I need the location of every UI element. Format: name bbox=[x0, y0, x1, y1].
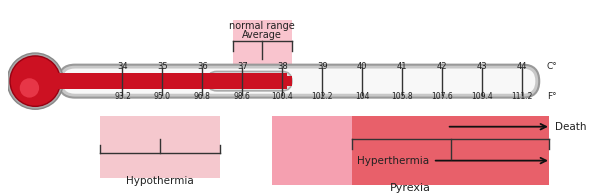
Circle shape bbox=[10, 56, 61, 106]
Text: 43: 43 bbox=[476, 62, 487, 71]
Text: Hyperthermia: Hyperthermia bbox=[357, 156, 430, 166]
Text: C°: C° bbox=[547, 62, 558, 71]
Bar bbox=[40, 73, 287, 89]
FancyBboxPatch shape bbox=[58, 65, 539, 98]
Text: 109.4: 109.4 bbox=[471, 91, 493, 101]
Text: Pyrexia: Pyrexia bbox=[390, 183, 431, 193]
Text: 98.6: 98.6 bbox=[234, 91, 251, 101]
Text: 95.0: 95.0 bbox=[154, 91, 171, 101]
Text: 42: 42 bbox=[437, 62, 447, 71]
Text: Average: Average bbox=[242, 30, 282, 40]
Circle shape bbox=[20, 78, 39, 98]
Bar bbox=[100, 116, 220, 178]
Circle shape bbox=[7, 53, 64, 109]
Text: 39: 39 bbox=[317, 62, 328, 71]
Text: 111.2: 111.2 bbox=[511, 91, 532, 101]
Text: 34: 34 bbox=[117, 62, 128, 71]
Text: 105.8: 105.8 bbox=[391, 91, 413, 101]
Text: 96.8: 96.8 bbox=[194, 91, 211, 101]
Text: F°: F° bbox=[547, 91, 557, 101]
Text: 44: 44 bbox=[517, 62, 527, 71]
Text: 93.2: 93.2 bbox=[114, 91, 131, 101]
Text: 104: 104 bbox=[355, 91, 370, 101]
FancyBboxPatch shape bbox=[207, 71, 292, 91]
Text: Hypothermia: Hypothermia bbox=[126, 176, 194, 186]
Bar bbox=[352, 116, 549, 185]
Bar bbox=[233, 20, 292, 64]
Text: 38: 38 bbox=[277, 62, 287, 71]
FancyBboxPatch shape bbox=[62, 68, 535, 94]
Bar bbox=[272, 116, 549, 185]
Text: 107.6: 107.6 bbox=[431, 91, 453, 101]
Text: 36: 36 bbox=[197, 62, 208, 71]
Text: 100.4: 100.4 bbox=[271, 91, 293, 101]
Text: 102.2: 102.2 bbox=[311, 91, 333, 101]
Text: 41: 41 bbox=[397, 62, 407, 71]
Bar bbox=[207, 76, 292, 86]
Text: normal range: normal range bbox=[229, 21, 295, 31]
Text: 37: 37 bbox=[237, 62, 248, 71]
Text: Death: Death bbox=[555, 122, 586, 132]
Text: 35: 35 bbox=[157, 62, 168, 71]
Text: 40: 40 bbox=[357, 62, 367, 71]
